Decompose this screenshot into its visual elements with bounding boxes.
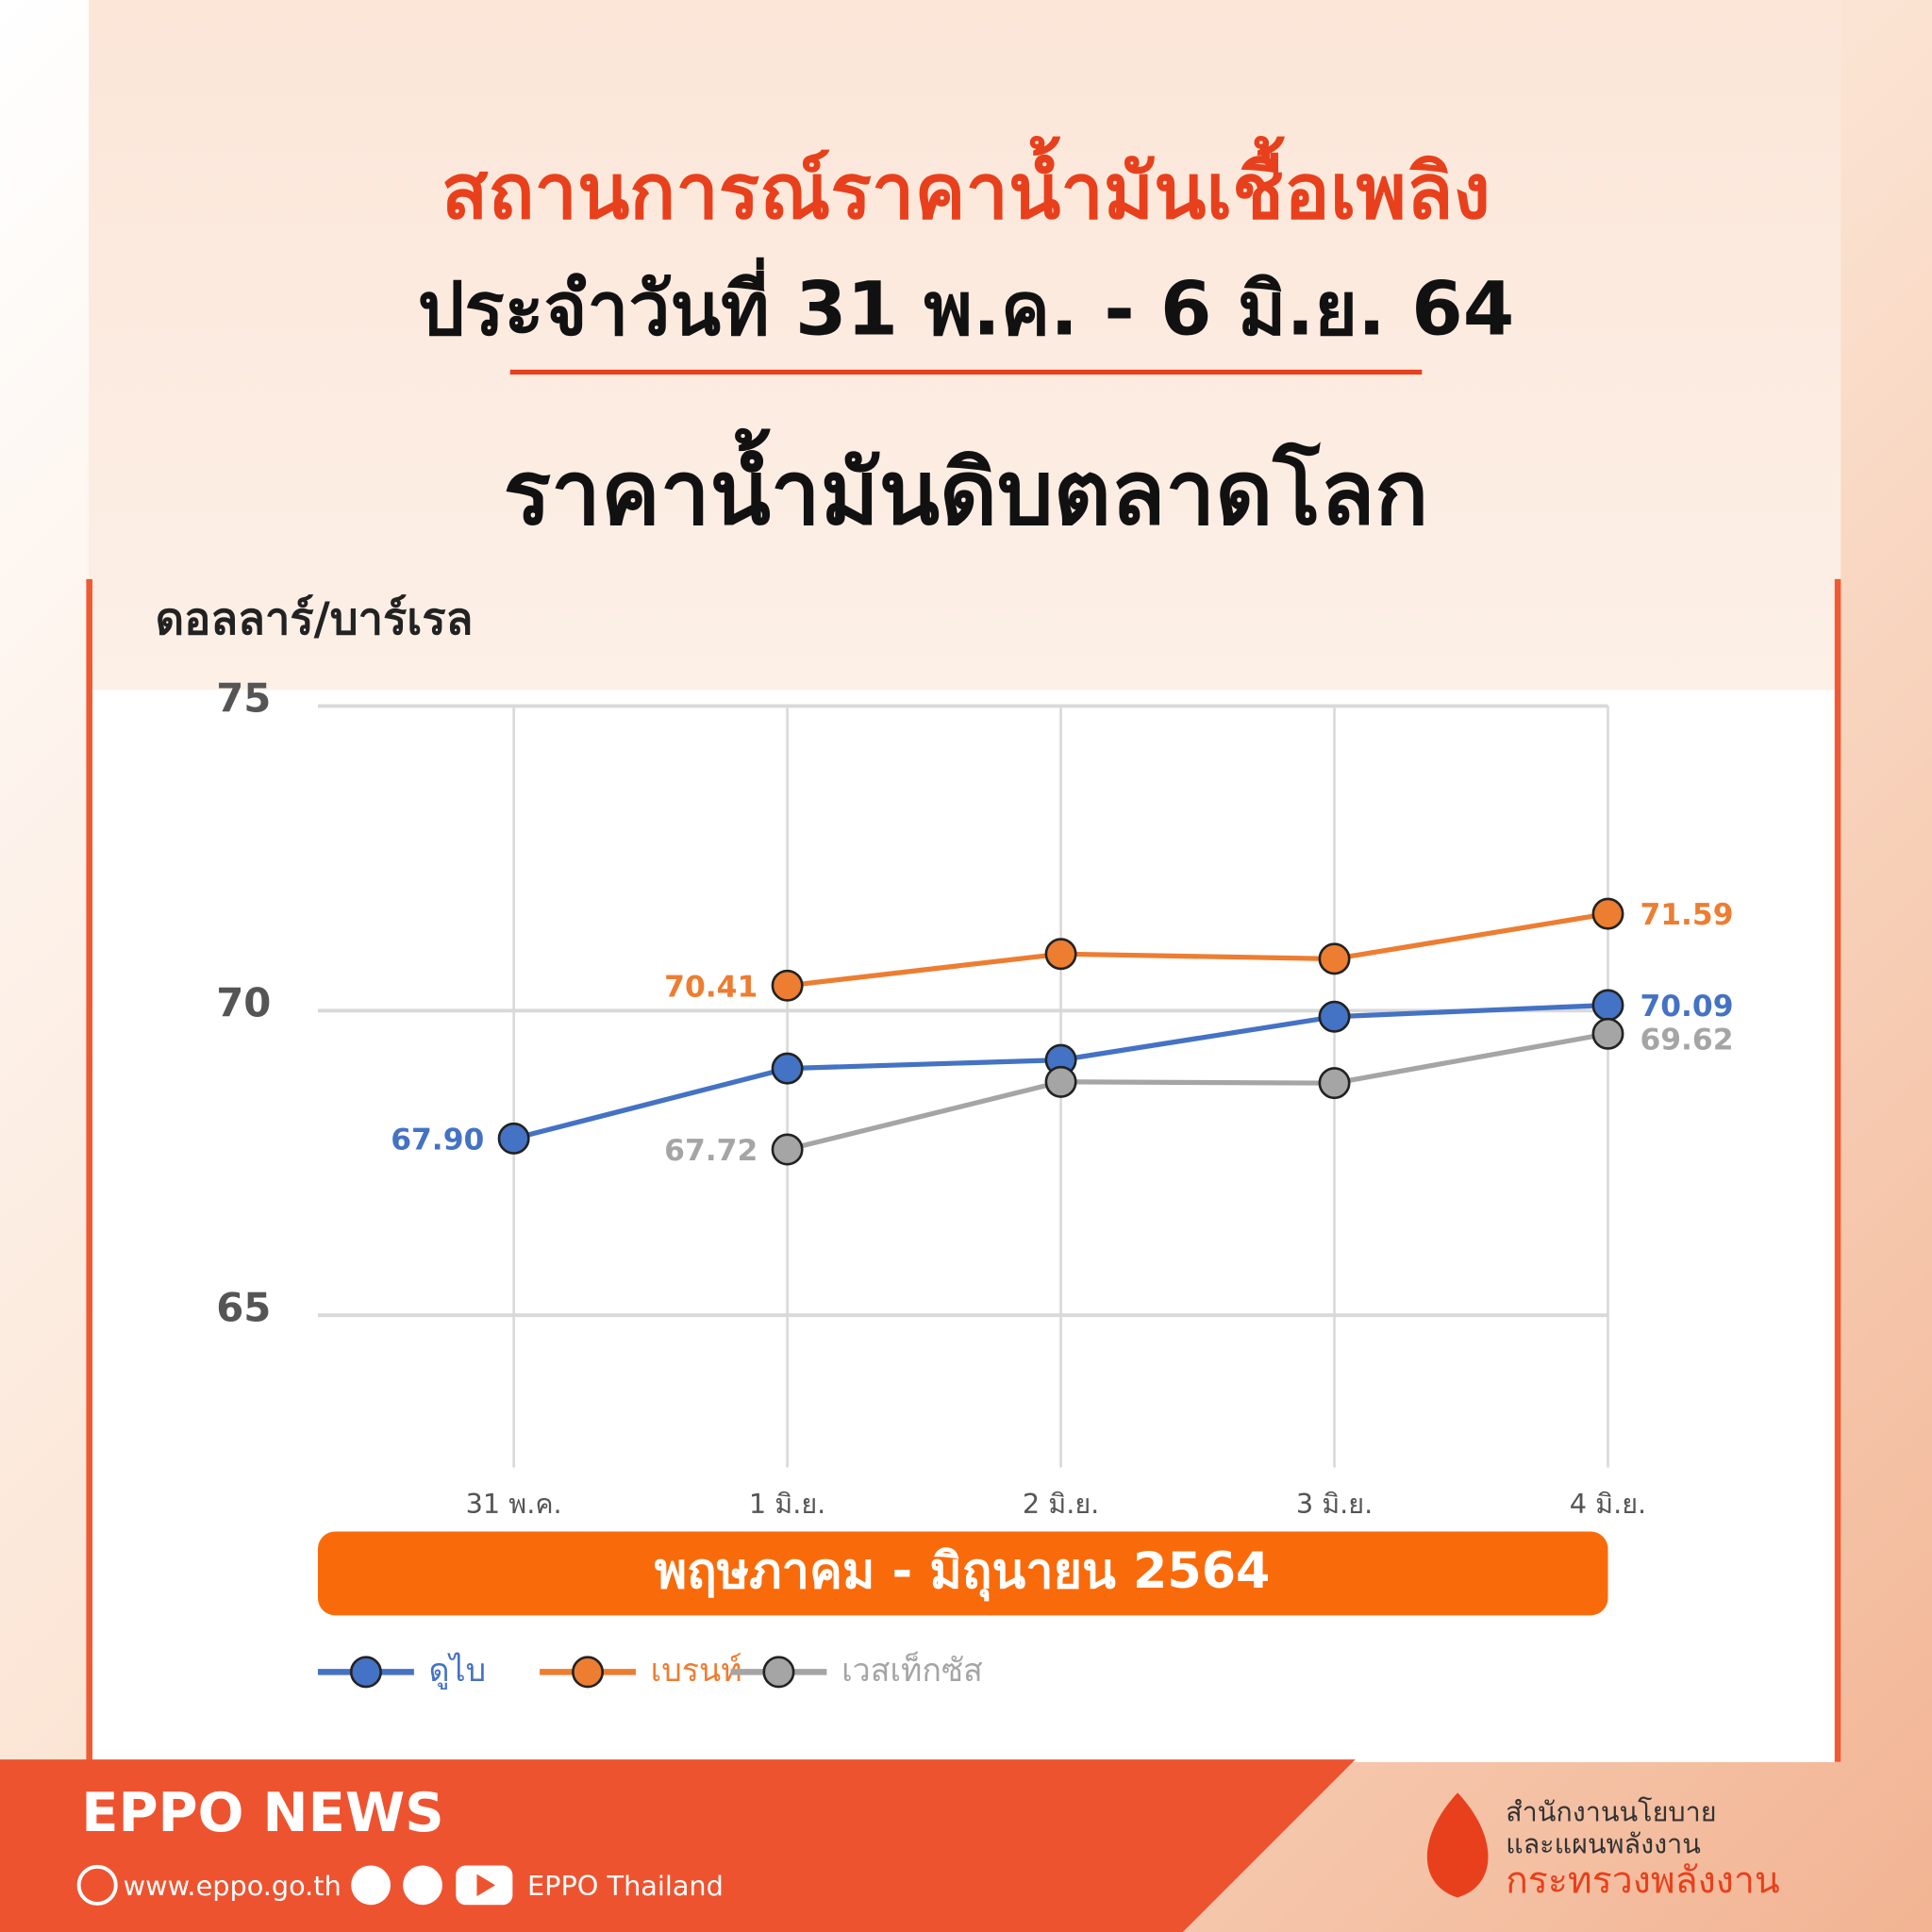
x-tick-label: 1 มิ.ย. bbox=[749, 1488, 825, 1520]
legend-marker bbox=[349, 1656, 382, 1689]
data-point bbox=[1044, 1065, 1077, 1098]
legend-label: เวสเท็กซัส bbox=[841, 1651, 983, 1690]
x-axis-label: พฤษภาคม - มิถุนายน 2564 bbox=[655, 1543, 1271, 1602]
footer-band bbox=[0, 1759, 1356, 1932]
footer-org-line1: สำนักงานนโยบาย bbox=[1506, 1796, 1717, 1828]
x-tick-label: 3 มิ.ย. bbox=[1296, 1488, 1373, 1520]
data-point bbox=[1318, 1000, 1351, 1033]
x-tick-label: 4 มิ.ย. bbox=[1570, 1488, 1646, 1520]
x-axis-banner bbox=[317, 1531, 1608, 1616]
legend-marker bbox=[762, 1656, 795, 1689]
legend-label: เบรนท์ bbox=[651, 1652, 742, 1690]
data-point bbox=[1318, 1067, 1351, 1100]
data-label: 67.72 bbox=[664, 1134, 758, 1168]
chart-title: ราคาน้ำมันดิบตลาดโลก bbox=[504, 427, 1429, 545]
data-point bbox=[1591, 897, 1624, 930]
x-tick-label: 2 มิ.ย. bbox=[1023, 1488, 1099, 1520]
data-label: 67.90 bbox=[391, 1124, 484, 1158]
data-point bbox=[771, 1052, 804, 1085]
ministry-logo bbox=[1426, 1792, 1489, 1898]
footer-website: www.eppo.go.th bbox=[124, 1870, 341, 1902]
data-point bbox=[1591, 1017, 1624, 1050]
data-label: 70.09 bbox=[1640, 990, 1733, 1024]
data-point bbox=[771, 1133, 804, 1166]
series-line bbox=[787, 911, 1608, 989]
data-label: 71.59 bbox=[1640, 898, 1733, 932]
youtube-play bbox=[476, 1874, 496, 1897]
data-point bbox=[771, 969, 804, 1002]
x-tick-label: 31 พ.ค. bbox=[466, 1488, 562, 1520]
footer-org-line2: และแผนพลังงาน bbox=[1506, 1828, 1701, 1860]
y-tick-label: 70 bbox=[216, 980, 271, 1026]
legend: ดูไบ เบรนท์ เวสเท็กซัส bbox=[317, 1651, 983, 1690]
footer-brand: EPPO NEWS bbox=[81, 1781, 443, 1844]
data-point bbox=[1318, 942, 1351, 975]
data-label: 70.41 bbox=[664, 970, 758, 1004]
data-point bbox=[1591, 989, 1624, 1022]
divider bbox=[509, 369, 1423, 375]
twitter-icon bbox=[403, 1865, 442, 1906]
globe-icon bbox=[76, 1864, 118, 1906]
footer-ministry: กระทรวงพลังงาน bbox=[1506, 1859, 1780, 1902]
panel-border-right bbox=[1834, 578, 1841, 1762]
panel-border-left bbox=[86, 578, 92, 1762]
y-tick-label: 75 bbox=[216, 675, 271, 722]
series-line bbox=[786, 1031, 1608, 1153]
data-point bbox=[1044, 938, 1077, 971]
plot: 31 พ.ค. 1 มิ.ย. 2 มิ.ย. 3 มิ.ย. 4 มิ.ย. 65 70 7… bbox=[216, 675, 1733, 1520]
legend-label: ดูไบ bbox=[429, 1652, 487, 1690]
page-subtitle: ประจำวันที่ 31 พ.ค. - 6 มิ.ย. 64 bbox=[418, 258, 1515, 353]
page-title: สถานการณ์ราคาน้ำมันเชื้อเพลิง bbox=[441, 136, 1491, 237]
data-label: 69.62 bbox=[1640, 1024, 1733, 1058]
data-point bbox=[497, 1122, 530, 1155]
facebook-icon bbox=[351, 1865, 391, 1906]
footer-social: EPPO Thailand bbox=[527, 1870, 724, 1902]
y-tick-label: 65 bbox=[216, 1284, 271, 1330]
y-axis-label: ดอลลาร์/บาร์เรล bbox=[156, 593, 474, 645]
legend-marker bbox=[572, 1656, 604, 1689]
